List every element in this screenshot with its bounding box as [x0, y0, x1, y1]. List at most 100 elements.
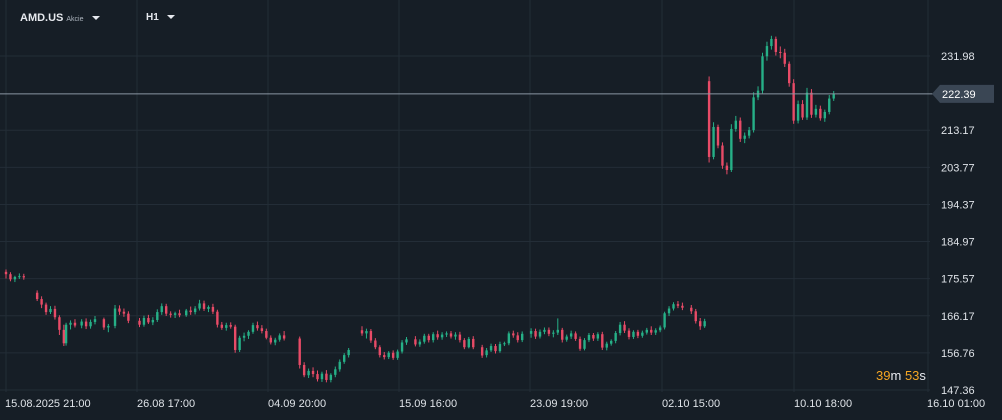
candle	[44, 302, 48, 315]
candle-body	[627, 330, 631, 337]
candle-body	[676, 304, 680, 306]
candle-body	[202, 303, 206, 309]
candle-body	[765, 46, 769, 57]
candle	[173, 311, 177, 319]
candle	[325, 370, 328, 383]
candle-body	[325, 373, 328, 380]
candle	[225, 322, 228, 331]
candle-body	[801, 104, 804, 118]
candle-body	[605, 343, 608, 348]
candle-body	[189, 310, 192, 313]
candle-body	[663, 313, 666, 328]
candle	[265, 328, 268, 340]
candle	[207, 305, 210, 313]
candle-body	[369, 331, 373, 341]
candle	[538, 329, 542, 339]
candle-body	[102, 319, 106, 328]
candle	[378, 345, 381, 358]
candle	[418, 339, 422, 347]
candle	[387, 351, 390, 360]
candle	[151, 317, 155, 326]
candle	[601, 331, 604, 350]
candle-body	[138, 320, 141, 325]
candle-body	[49, 308, 52, 313]
candle-body	[561, 329, 564, 340]
candle	[743, 132, 746, 144]
candle	[707, 76, 711, 163]
candle-body	[721, 145, 724, 166]
candle-body	[547, 329, 551, 334]
candle-body	[151, 319, 155, 323]
candle-body	[347, 349, 350, 356]
candle	[592, 333, 595, 341]
candle	[4, 269, 8, 279]
candle	[552, 330, 555, 338]
candle-body	[454, 334, 457, 337]
candle	[64, 322, 68, 346]
candle	[365, 328, 368, 339]
candle	[13, 275, 17, 283]
y-tick-label: 203.77	[941, 162, 975, 174]
current-price-label-text: 222.39	[942, 89, 976, 101]
symbol-selector[interactable]: AMD.US Akcie	[20, 12, 100, 24]
candle-body	[783, 52, 786, 64]
candle-body	[73, 322, 77, 326]
candle	[556, 318, 559, 335]
y-tick-label: 175.57	[941, 274, 975, 286]
candle	[681, 302, 684, 311]
candle-body	[645, 329, 648, 333]
candle	[752, 92, 755, 133]
candle	[414, 336, 417, 347]
candle-body	[44, 304, 48, 313]
candle	[596, 332, 600, 341]
candle	[338, 359, 341, 372]
candle-body	[552, 332, 555, 334]
candle-countdown: 39m 53s	[876, 368, 926, 383]
candle	[605, 341, 608, 351]
candle-body	[805, 92, 809, 118]
candle-body	[302, 364, 306, 376]
candle	[467, 336, 470, 349]
candle-body	[13, 276, 17, 280]
candle	[458, 331, 462, 343]
candle-body	[788, 63, 791, 84]
candle	[269, 335, 272, 345]
candle	[521, 331, 524, 343]
candle	[80, 319, 83, 329]
candle	[302, 362, 306, 378]
candle-body	[142, 318, 146, 325]
candle-body	[334, 369, 337, 375]
candle	[383, 351, 386, 360]
candle	[391, 350, 395, 360]
candle	[35, 290, 39, 302]
candle-body	[761, 56, 764, 91]
candle	[472, 336, 475, 350]
candle-body	[725, 165, 729, 170]
candle-body	[84, 321, 88, 327]
candle	[427, 333, 430, 343]
candle	[62, 324, 66, 347]
candle	[343, 353, 346, 364]
candle	[805, 87, 809, 120]
candle-body	[658, 327, 662, 331]
candle	[22, 273, 25, 280]
candle	[247, 330, 250, 339]
candle-body	[343, 355, 346, 362]
candle	[703, 318, 706, 328]
candle-body	[269, 337, 272, 343]
timeframe-selector[interactable]: H1	[146, 12, 175, 23]
candle-body	[278, 335, 281, 340]
candle	[298, 336, 301, 369]
candle	[801, 100, 804, 120]
candle-body	[774, 38, 778, 52]
candle-body	[282, 335, 286, 339]
current-price-label: 222.39	[932, 84, 994, 103]
candle-body	[400, 342, 404, 352]
candle	[278, 333, 281, 342]
candle-body	[814, 108, 818, 115]
candle-body	[147, 318, 150, 323]
candle	[694, 308, 697, 324]
candle-body	[650, 329, 653, 333]
candle	[178, 309, 181, 318]
